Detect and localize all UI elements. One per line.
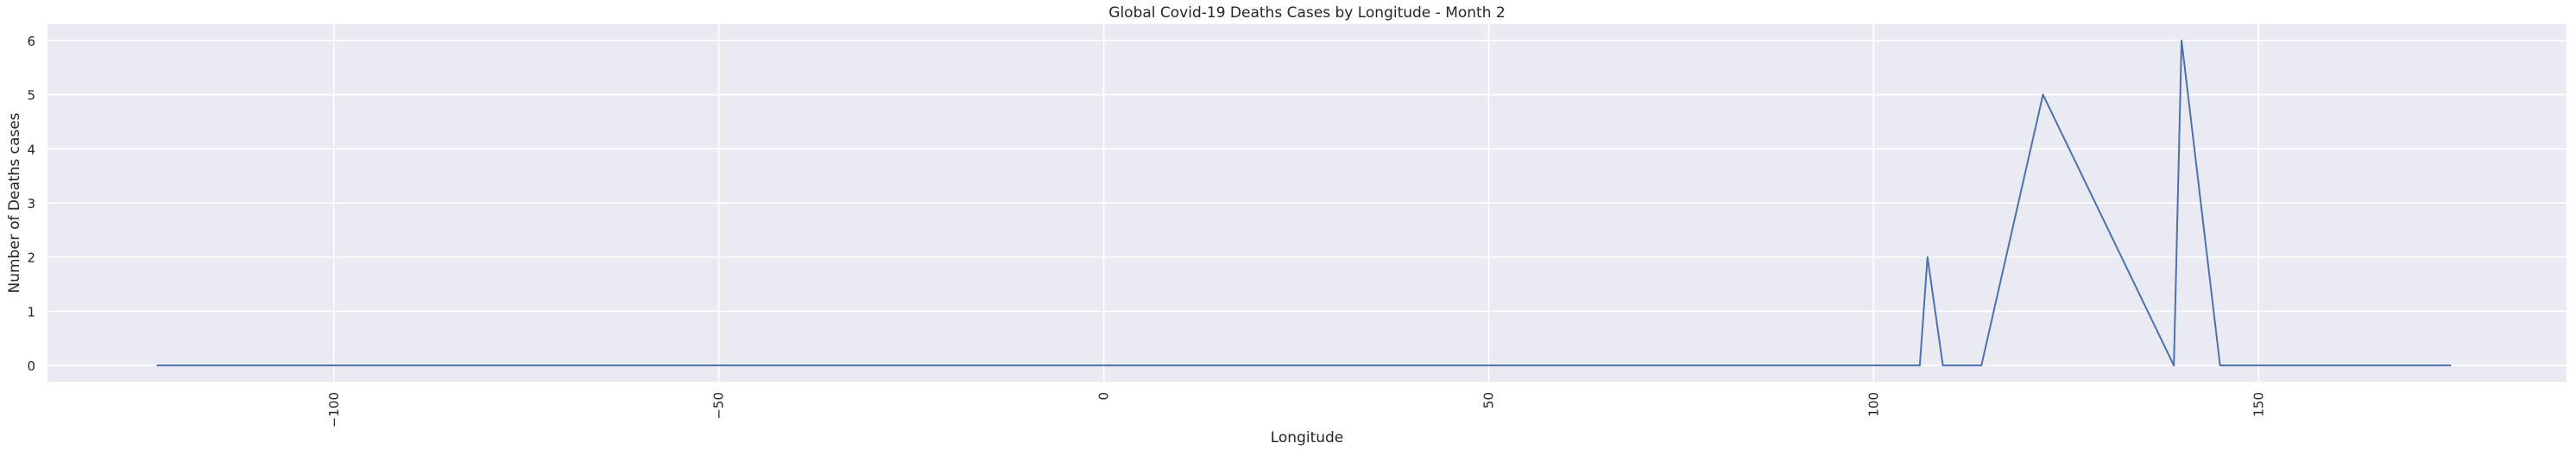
y-tick-label: 3 xyxy=(27,196,35,212)
y-tick-label: 5 xyxy=(27,88,35,104)
y-tick-label: 4 xyxy=(27,142,35,157)
x-gridlines xyxy=(332,24,2260,382)
x-tick-labels: −100 −50 0 50 100 150 xyxy=(326,392,2267,428)
x-tick-label: −100 xyxy=(326,392,342,428)
y-axis-label: Number of Deaths cases xyxy=(6,112,23,293)
x-tick-label: 150 xyxy=(2251,392,2266,417)
chart-title: Global Covid-19 Deaths Cases by Longitud… xyxy=(1108,4,1505,22)
x-tick-label: −50 xyxy=(711,392,727,420)
y-tick-label: 0 xyxy=(27,358,35,374)
y-tick-label: 6 xyxy=(27,34,35,49)
x-tick-label: 50 xyxy=(1481,392,1496,408)
y-tick-label: 2 xyxy=(27,250,35,266)
series-line xyxy=(156,39,2452,367)
y-tick-label: 1 xyxy=(27,304,35,320)
x-tick-label: 100 xyxy=(1866,392,1881,417)
x-axis-label: Longitude xyxy=(1271,429,1344,446)
y-tick-labels: 0 1 2 3 4 5 6 xyxy=(27,34,35,374)
x-tick-label: 0 xyxy=(1096,392,1112,401)
series-layer xyxy=(156,39,2452,367)
